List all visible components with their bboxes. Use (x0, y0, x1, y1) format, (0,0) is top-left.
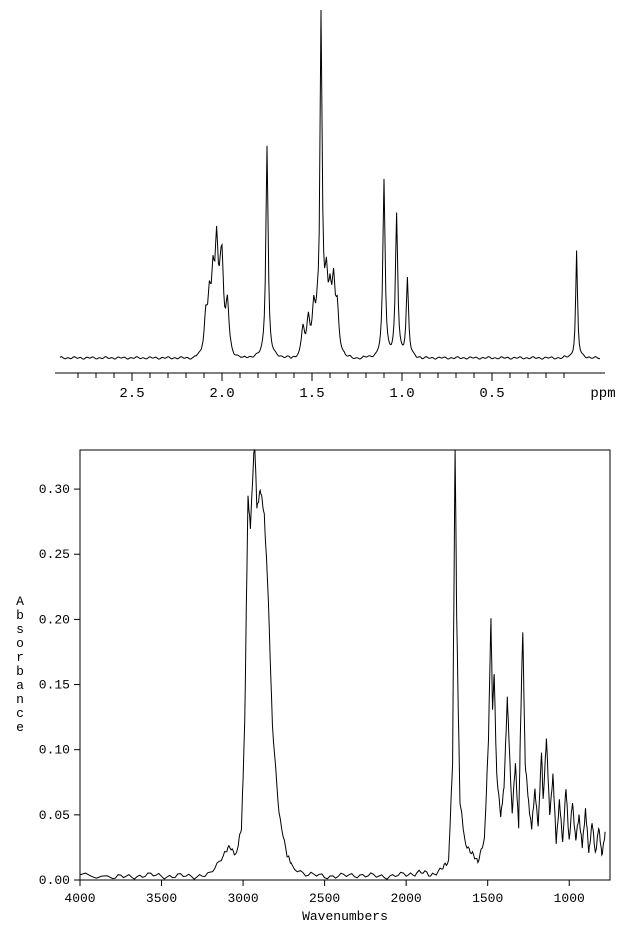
nmr-xlabel: ppm (590, 386, 615, 402)
ir-plot-frame (80, 450, 610, 880)
ir-ylabel-letter: b (16, 664, 24, 679)
nmr-xtick-label: 1.5 (299, 386, 324, 402)
nmr-xtick-label: 2.0 (209, 386, 234, 402)
ir-xtick-label: 2000 (391, 891, 422, 906)
ir-ylabel-letter: e (16, 720, 24, 735)
ir-ylabel-letter: n (16, 692, 24, 707)
ir-spectrum-chart: 0.00 0.05 0.10 0.15 0.20 0.25 0.30 4000 3500 3000… (0, 430, 644, 940)
ir-xtick-label: 4000 (64, 891, 95, 906)
ir-xtick-label: 1500 (472, 891, 503, 906)
ir-ylabel-letter: b (16, 608, 24, 623)
ir-xtick-label: 1000 (554, 891, 585, 906)
ir-ytick-label: 0.10 (39, 743, 70, 758)
ir-xlabel: Wavenumbers (302, 909, 388, 924)
nmr-trace (60, 10, 600, 359)
ir-ytick-label: 0.05 (39, 808, 70, 823)
ir-xtick-label: 3000 (227, 891, 258, 906)
ir-ylabel-letter: r (16, 650, 24, 665)
ir-xtick-label: 3500 (146, 891, 177, 906)
ir-ytick-label: 0.15 (39, 678, 70, 693)
ir-ylabel-letter: o (16, 636, 24, 651)
ir-ylabel-letter: s (16, 622, 24, 637)
ir-ylabel-letter: A (16, 594, 24, 609)
ir-trace (80, 450, 605, 879)
ir-ylabel-letter: c (16, 706, 24, 721)
nmr-spectrum-chart: 2.5 2.0 1.5 1.0 0.5 ppm (0, 0, 644, 420)
ir-ytick-label: 0.25 (39, 547, 70, 562)
ir-xtick-label: 2500 (309, 891, 340, 906)
nmr-xtick-label: 1.0 (389, 386, 414, 402)
ir-ytick-label: 0.30 (39, 482, 70, 497)
ir-ylabel-letter: a (16, 678, 24, 693)
nmr-xtick-label: 2.5 (119, 386, 144, 402)
ir-ytick-label: 0.20 (39, 612, 70, 627)
nmr-xtick-label: 0.5 (479, 386, 504, 402)
ir-ytick-label: 0.00 (39, 873, 70, 888)
